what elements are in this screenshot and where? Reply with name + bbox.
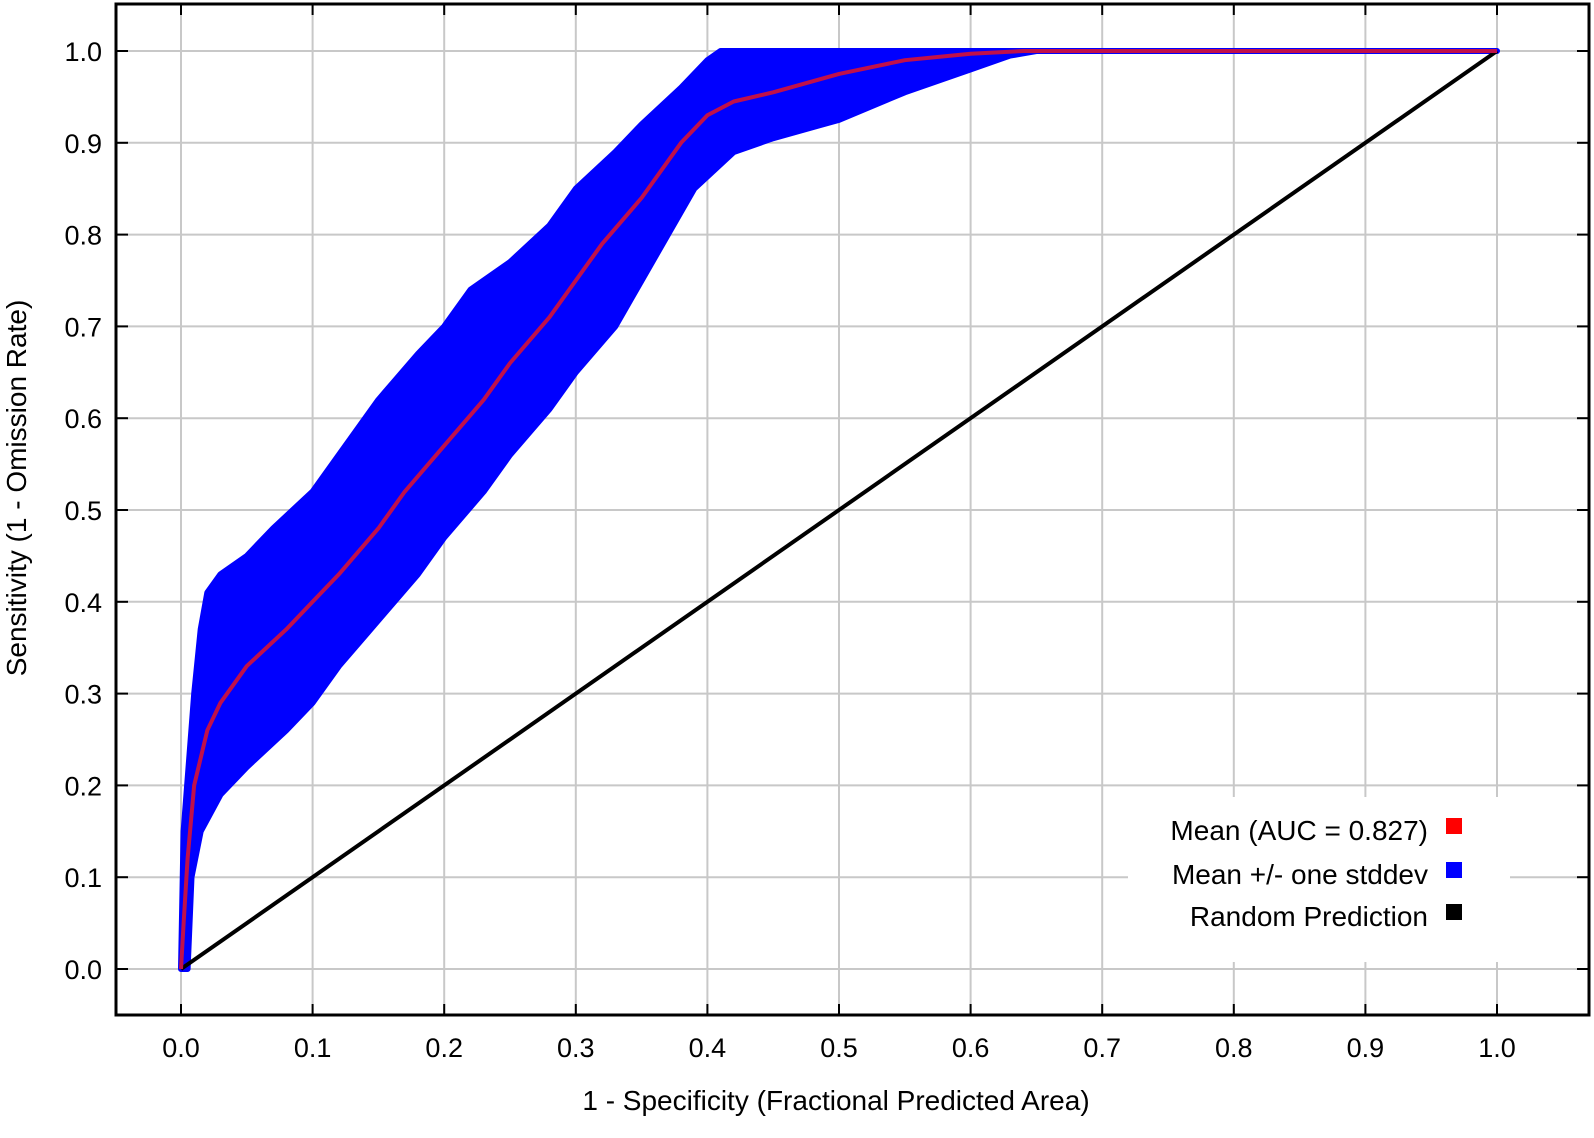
x-tick-label: 0.8: [1215, 1033, 1253, 1063]
x-tick-label: 0.9: [1347, 1033, 1385, 1063]
stddev-band: [178, 48, 1500, 972]
random-prediction-line: [179, 49, 1499, 971]
legend-label-stddev: Mean +/- one stddev: [1172, 859, 1428, 890]
x-tick-label: 0.4: [689, 1033, 727, 1063]
legend: Mean (AUC = 0.827) Mean +/- one stddev R…: [1128, 797, 1510, 962]
x-tick-label: 0.1: [294, 1033, 332, 1063]
y-tick-label: 0.4: [64, 588, 102, 618]
y-axis-tick-labels: 0.0 0.1 0.2 0.3 0.4 0.5 0.6 0.7 0.8 0.9 1.0: [64, 37, 102, 985]
legend-label-mean: Mean (AUC = 0.827): [1170, 815, 1428, 846]
x-tick-label: 0.7: [1083, 1033, 1121, 1063]
x-tick-label: 1.0: [1478, 1033, 1516, 1063]
mean-roc-line: [179, 49, 1497, 970]
y-tick-label: 0.8: [64, 221, 102, 251]
y-tick-label: 1.0: [64, 37, 102, 67]
y-axis-title: Sensitivity (1 - Omission Rate): [1, 300, 32, 677]
legend-swatch-black-icon: [1446, 904, 1462, 920]
legend-label-random: Random Prediction: [1190, 901, 1428, 932]
x-tick-label: 0.0: [162, 1033, 200, 1063]
x-axis-title: 1 - Specificity (Fractional Predicted Ar…: [582, 1085, 1089, 1116]
x-tick-label: 0.5: [820, 1033, 858, 1063]
x-tick-label: 0.3: [557, 1033, 595, 1063]
y-tick-label: 0.6: [64, 404, 102, 434]
y-tick-label: 0.7: [64, 312, 102, 342]
legend-swatch-blue-icon: [1446, 862, 1462, 878]
y-tick-label: 0.2: [64, 771, 102, 801]
y-tick-label: 0.5: [64, 496, 102, 526]
y-tick-label: 0.0: [64, 955, 102, 985]
y-tick-label: 0.1: [64, 863, 102, 893]
axis-ticks: [116, 4, 1589, 1015]
x-tick-label: 0.2: [425, 1033, 463, 1063]
x-axis-tick-labels: 0.0 0.1 0.2 0.3 0.4 0.5 0.6 0.7 0.8 0.9 1.0: [162, 1033, 1516, 1063]
y-tick-label: 0.3: [64, 680, 102, 710]
y-tick-label: 0.9: [64, 129, 102, 159]
x-tick-label: 0.6: [952, 1033, 990, 1063]
legend-swatch-red-icon: [1446, 818, 1462, 834]
